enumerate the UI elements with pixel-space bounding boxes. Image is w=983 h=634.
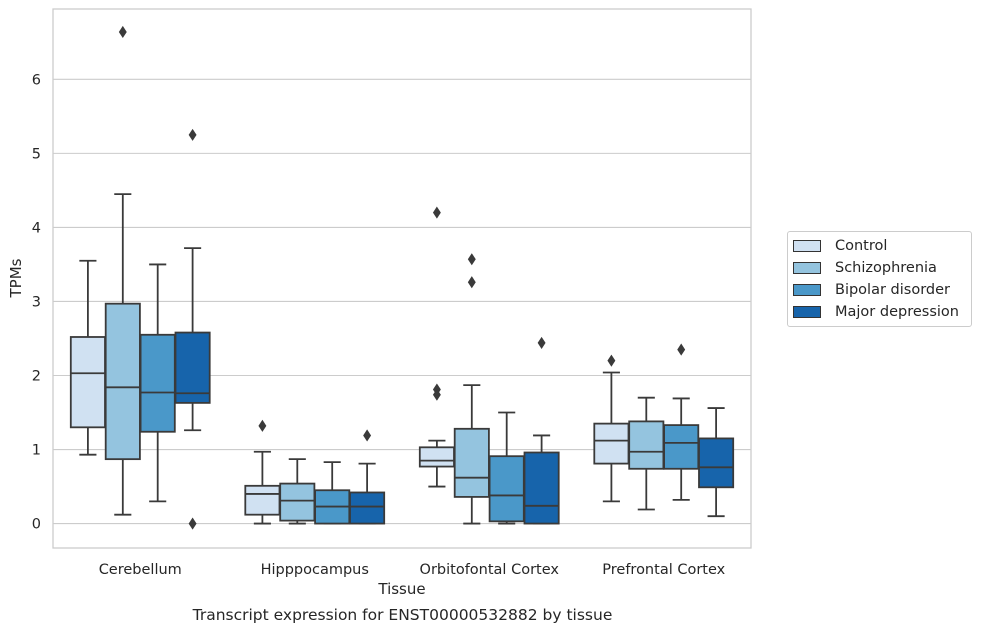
outlier-major-depression-cerebellum-1	[188, 517, 197, 530]
box-control-hipppocampus	[244, 484, 281, 516]
box-major-depression-orbitofontal-cortex	[523, 451, 560, 525]
y-tick-label-3: 3	[32, 294, 41, 310]
x-tick-label-prefrontal-cortex: Prefrontal Cortex	[602, 562, 725, 578]
box-control-cerebellum	[69, 336, 106, 429]
outlier-major-depression-orbitofontal-cortex-0	[537, 336, 546, 349]
legend-swatch-schizophrenia	[793, 262, 821, 274]
x-tick-label-cerebellum: Cerebellum	[99, 562, 182, 578]
x-tick-label-orbitofontal-cortex: Orbitofontal Cortex	[420, 562, 560, 578]
legend-swatch-bipolar-disorder	[793, 284, 821, 296]
y-tick-label-6: 6	[32, 72, 41, 88]
outlier-schizophrenia-orbitofontal-cortex-0	[467, 253, 476, 266]
outlier-major-depression-cerebellum-0	[188, 128, 197, 141]
x-axis-label: Tissue	[378, 580, 426, 598]
legend-label-bipolar-disorder: Bipolar disorder	[835, 282, 950, 298]
box-bipolar-disorder-cerebellum	[139, 333, 176, 433]
outlier-bipolar-disorder-prefrontal-cortex-0	[677, 343, 686, 356]
legend-item-control: Control	[793, 236, 887, 256]
legend-label-major-depression: Major depression	[835, 304, 959, 320]
outlier-control-orbitofontal-cortex-0	[432, 206, 441, 219]
y-axis-label: TPMs	[7, 258, 25, 298]
legend-label-schizophrenia: Schizophrenia	[835, 260, 937, 276]
box-control-prefrontal-cortex	[593, 422, 630, 465]
y-tick-label-5: 5	[32, 146, 41, 162]
x-tick-label-hipppocampus: Hipppocampus	[261, 562, 369, 578]
legend-item-bipolar-disorder: Bipolar disorder	[793, 280, 950, 300]
outlier-control-hipppocampus-0	[258, 419, 267, 432]
outlier-control-prefrontal-cortex-0	[607, 354, 616, 367]
legend-swatch-control	[793, 240, 821, 252]
box-major-depression-prefrontal-cortex	[698, 437, 735, 489]
y-tick-label-2: 2	[32, 368, 41, 384]
y-tick-label-0: 0	[32, 517, 41, 533]
outlier-schizophrenia-cerebellum-0	[118, 25, 127, 38]
box-control-orbitofontal-cortex	[418, 446, 455, 468]
box-major-depression-cerebellum	[174, 331, 211, 404]
box-bipolar-disorder-orbitofontal-cortex	[488, 455, 525, 523]
outlier-major-depression-hipppocampus-0	[363, 429, 372, 442]
y-tick-label-4: 4	[32, 220, 41, 236]
plot-frame	[52, 8, 752, 549]
legend-swatch-major-depression	[793, 306, 821, 318]
box-schizophrenia-cerebellum	[104, 302, 141, 461]
box-major-depression-hipppocampus	[349, 491, 386, 525]
box-bipolar-disorder-prefrontal-cortex	[663, 424, 700, 470]
chart-caption: Transcript expression for ENST0000053288…	[192, 606, 613, 624]
box-schizophrenia-hipppocampus	[279, 482, 316, 522]
box-schizophrenia-orbitofontal-cortex	[453, 427, 490, 498]
legend-item-schizophrenia: Schizophrenia	[793, 258, 937, 278]
box-schizophrenia-prefrontal-cortex	[628, 420, 665, 470]
y-tick-label-1: 1	[32, 443, 41, 459]
legend-label-control: Control	[835, 238, 888, 254]
legend-item-major-depression: Major depression	[793, 302, 959, 322]
outlier-schizophrenia-orbitofontal-cortex-1	[467, 276, 476, 289]
legend: Control Schizophrenia Bipolar disorder M…	[787, 231, 972, 327]
outlier-control-orbitofontal-cortex-2	[432, 388, 441, 401]
